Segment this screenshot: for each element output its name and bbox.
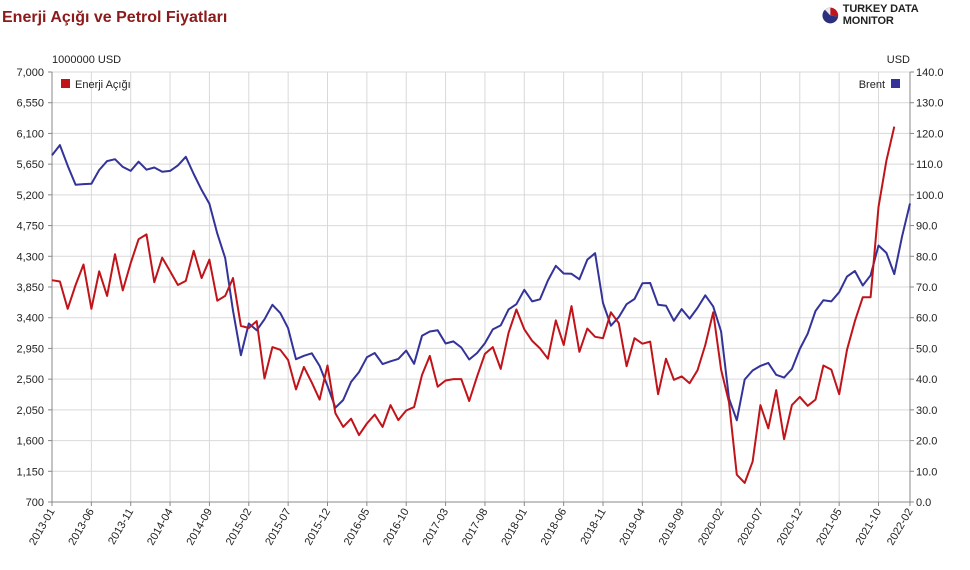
left-axis-unit: 1000000 USD [52,54,121,66]
series-line-enerji [51,126,896,484]
left-tick-label: 4,750 [16,221,44,233]
x-tick-label: 2013-06 [66,507,97,548]
x-tick-label: 2013-11 [106,507,136,547]
x-tick-label: 2022-02 [885,507,916,548]
left-tick-label: 700 [26,497,44,509]
left-tick-label: 6,100 [16,128,44,140]
x-tick-label: 2021-10 [854,507,885,548]
right-tick-label: 130.0 [916,98,944,110]
legend-enerji[interactable]: Enerji Açığı [61,79,131,91]
left-tick-label: 4,300 [16,251,44,263]
right-tick-label: 140.0 [916,67,944,79]
right-tick-label: 20.0 [916,436,937,448]
x-tick-label: 2015-02 [224,507,255,548]
x-tick-label: 2014-04 [145,507,176,548]
x-tick-label: 2015-12 [303,507,334,548]
x-tick-label: 2021-05 [814,507,845,548]
legend-label-enerji: Enerji Açığı [75,79,131,91]
legend-brent[interactable]: Brent [859,79,900,91]
legend-swatch-brent [891,79,900,88]
left-tick-label: 2,050 [16,405,44,417]
right-tick-label: 30.0 [916,405,937,417]
right-tick-label: 40.0 [916,374,937,386]
right-tick-label: 70.0 [916,282,937,294]
right-tick-label: 120.0 [916,128,944,140]
right-axis-unit: USD [887,54,910,66]
left-tick-label: 3,850 [16,282,44,294]
x-tick-label: 2020-02 [696,507,727,548]
right-axis-ticks: 140.0 130.0 120.0 110.0 100.0 90.0 80.0 70.0 60.… [910,67,944,509]
x-tick-label: 2013-01 [27,507,58,548]
x-tick-label: 2020-07 [735,507,766,548]
x-tick-label: 2015-07 [263,507,294,548]
brand-name: TURKEY DATA MONITOR [842,3,919,27]
legend-label-brent: Brent [859,79,885,91]
right-tick-label: 90.0 [916,221,937,233]
x-tick-label: 2018-01 [499,507,530,548]
right-tick-label: 0.0 [916,497,931,509]
x-tick-label: 2019-04 [617,507,648,548]
series-line-brent [51,144,911,422]
x-tick-label: 2019-09 [657,507,688,548]
left-tick-label: 6,550 [16,98,44,110]
right-tick-label: 60.0 [916,313,937,325]
left-tick-label: 2,500 [16,374,44,386]
chart-title: Enerji Açığı ve Petrol Fiyatları [2,9,228,26]
left-tick-label: 2,950 [16,343,44,355]
left-tick-label: 5,200 [16,190,44,202]
x-tick-label: 2014-09 [184,507,215,548]
right-tick-label: 10.0 [916,466,937,478]
left-tick-label: 3,400 [16,313,44,325]
right-tick-label: 100.0 [916,190,944,202]
x-tick-label: 2016-05 [342,507,373,548]
x-axis-ticks: 2013-01 2013-06 2013-11 2014-04 2014-09 2015-… [27,502,916,547]
legend-swatch-enerji [61,79,70,88]
x-tick-label: 2018-06 [539,507,570,548]
x-tick-label: 2018-11 [578,507,608,547]
right-tick-label: 50.0 [916,343,937,355]
x-tick-label: 2017-03 [421,507,452,548]
grid-lines [51,71,911,502]
right-tick-label: 110.0 [916,159,943,171]
pie-logo-icon [822,7,839,23]
x-tick-label: 2016-10 [381,507,412,548]
left-tick-label: 7,000 [16,67,44,79]
left-tick-label: 1,150 [16,466,44,478]
left-tick-label: 1,600 [16,436,44,448]
x-tick-label: 2017-08 [460,507,491,548]
x-tick-label: 2020-12 [775,507,806,548]
series-lines [51,126,911,484]
right-tick-label: 80.0 [916,251,937,263]
left-axis-ticks: 7,000 6,550 6,100 5,650 5,200 4,750 4,300 3,850… [16,67,52,509]
brand-logo[interactable]: TURKEY DATA MONITOR [822,3,970,27]
left-tick-label: 5,650 [16,159,44,171]
